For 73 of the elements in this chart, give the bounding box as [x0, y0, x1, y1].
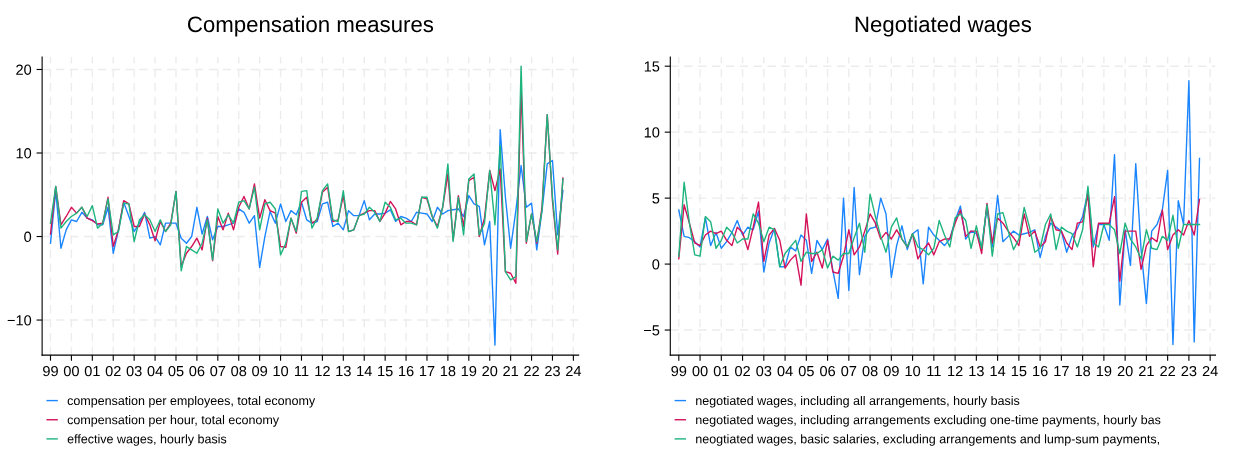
chart-title: Compensation measures [187, 15, 434, 37]
line-series [678, 80, 1201, 346]
x-tick-label: 04 [147, 365, 163, 377]
x-tick-label: 17 [1054, 366, 1069, 377]
x-tick-label: 00 [63, 365, 79, 377]
legend-label: compensation per employees, total economy [67, 395, 316, 408]
y-tick-label: 0 [24, 231, 32, 242]
x-tick-label: 22 [1160, 365, 1176, 377]
x-tick-label: 05 [798, 365, 814, 377]
x-tick-label: 23 [545, 365, 560, 377]
legend-label: negotiated wages, including arrangements excluding one-time payments, hourly bas [696, 415, 1161, 427]
x-tick-label: 01 [713, 365, 729, 377]
x-tick-label: 01 [84, 365, 100, 377]
x-tick-label: 23 [1181, 365, 1197, 377]
x-tick-label: 99 [671, 365, 687, 377]
x-tick-label: 02 [735, 365, 750, 377]
x-tick-label: 14 [990, 366, 1006, 377]
x-tick-label: 11 [295, 366, 309, 377]
x-tick-label: 13 [969, 365, 984, 377]
x-tick-label: 09 [883, 365, 899, 377]
x-tick-label: 18 [1075, 365, 1091, 377]
y-tick-label: −10 [7, 315, 32, 326]
x-tick-label: 20 [1117, 365, 1133, 377]
legend-label: negotiated wages, including all arrangements, hourly basis [696, 395, 1020, 408]
x-tick-label: 08 [862, 365, 878, 377]
x-tick-label: 08 [231, 365, 247, 377]
x-tick-label: 12 [315, 365, 330, 377]
y-tick-label: 20 [16, 64, 32, 75]
x-tick-label: 20 [482, 365, 498, 377]
y-tick-label: 0 [652, 259, 660, 270]
chart-title: Negotiated wages [855, 15, 1032, 37]
x-tick-label: 12 [948, 365, 963, 377]
line-series [678, 181, 1201, 269]
x-tick-label: 22 [524, 365, 539, 377]
x-tick-label: 17 [419, 366, 435, 377]
x-tick-label: 19 [1096, 365, 1112, 377]
x-tick-label: 19 [461, 365, 477, 377]
x-tick-label: 07 [841, 365, 857, 377]
x-tick-label: 05 [168, 365, 184, 377]
x-tick-label: 16 [1033, 365, 1048, 377]
legend-label: compensation per hour, total economy [67, 415, 280, 427]
x-tick-label: 09 [252, 365, 268, 377]
legend-label: neogtiated wages, basic salaries, excluding arrangements and lump-sum payments, [696, 434, 1160, 446]
x-tick-label: 04 [777, 365, 793, 377]
line-series [49, 128, 564, 346]
x-tick-label: 10 [905, 365, 921, 377]
x-tick-label: 06 [820, 365, 836, 377]
x-tick-label: 99 [43, 365, 58, 377]
x-tick-label: 11 [927, 366, 941, 377]
x-tick-label: 18 [440, 365, 456, 377]
x-tick-label: 24 [1202, 365, 1218, 377]
x-tick-label: 21 [1139, 365, 1154, 377]
y-tick-label: 10 [16, 148, 32, 159]
x-tick-label: 06 [189, 365, 205, 377]
x-tick-label: 03 [126, 365, 142, 377]
line-series [678, 193, 1201, 286]
legend-label: effective wages, hourly basis [67, 434, 227, 446]
x-tick-label: 03 [756, 365, 772, 377]
x-tick-label: 24 [566, 365, 582, 377]
x-tick-label: 07 [210, 365, 226, 377]
y-tick-label: −5 [643, 325, 660, 336]
x-tick-label: 02 [105, 365, 121, 377]
x-tick-label: 14 [357, 366, 372, 377]
y-tick-label: 5 [652, 193, 660, 204]
y-tick-label: 10 [644, 127, 660, 138]
x-tick-label: 15 [378, 366, 393, 377]
y-tick-label: 15 [644, 61, 660, 72]
x-tick-label: 00 [692, 365, 708, 377]
x-tick-label: 13 [336, 365, 351, 377]
x-tick-label: 15 [1011, 366, 1027, 377]
x-tick-label: 21 [503, 365, 519, 377]
x-tick-label: 10 [273, 365, 289, 377]
x-tick-label: 16 [399, 365, 414, 377]
